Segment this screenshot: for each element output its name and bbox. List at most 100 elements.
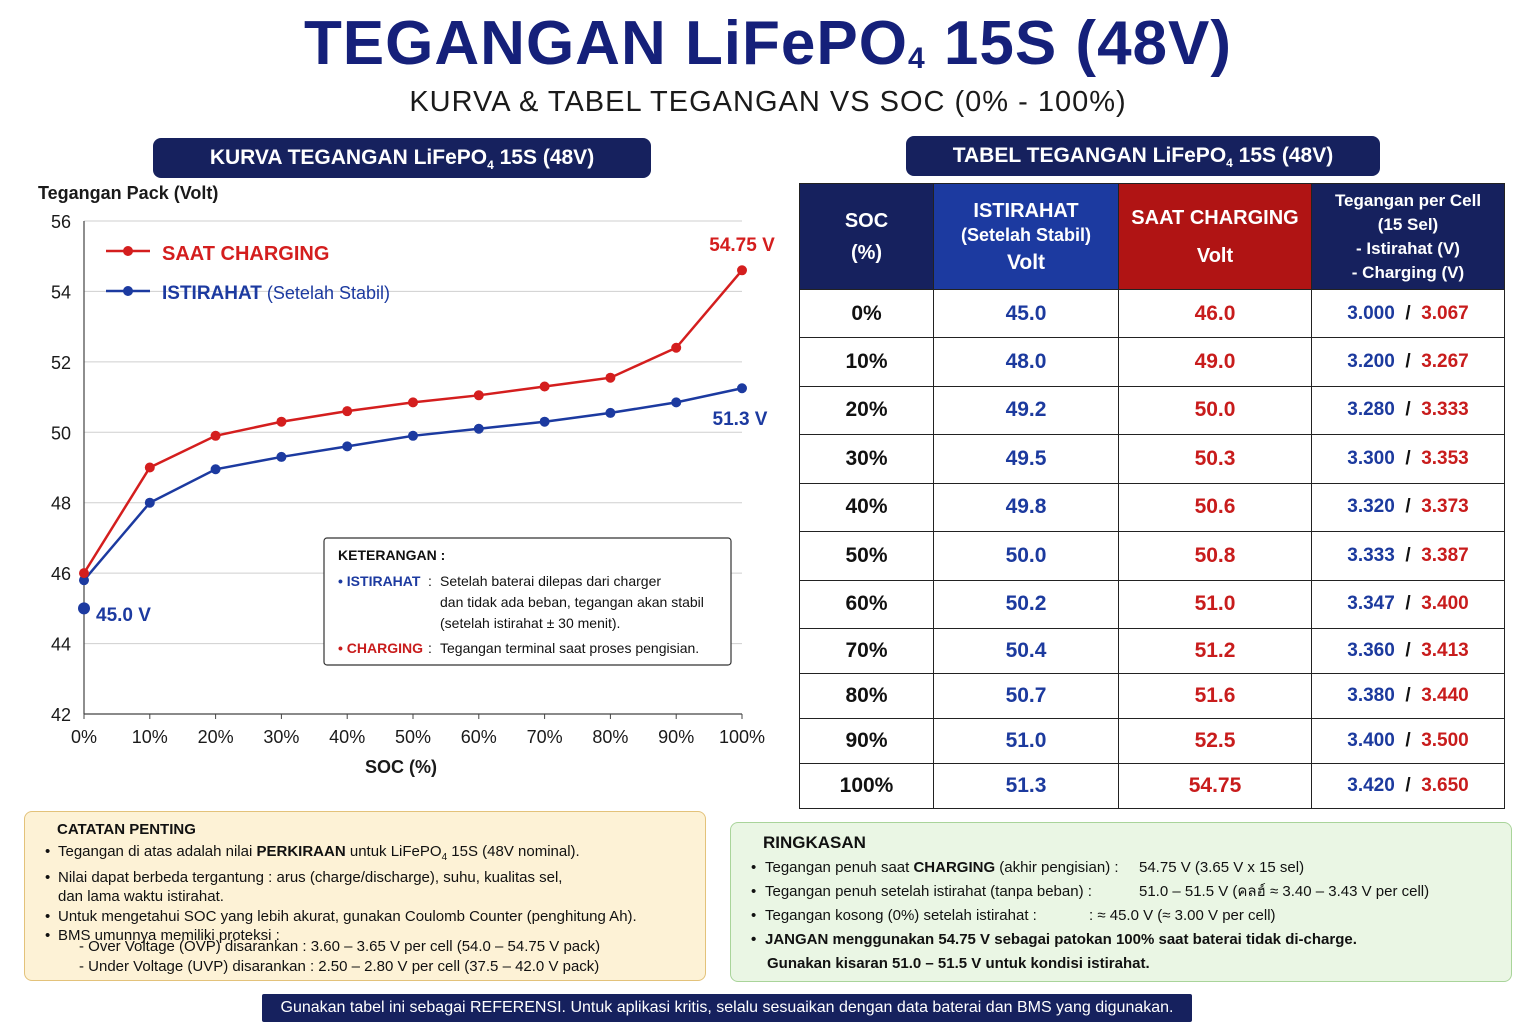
legend-rest-label: ISTIRAHAT (Setelah Stabil)	[162, 283, 390, 304]
data-point	[473, 390, 484, 401]
annotation-end-rest: 51.3 V	[713, 409, 768, 430]
x-axis-label: SOC (%)	[365, 757, 437, 777]
cell-per-cell: 3.333 / 3.387	[1311, 531, 1505, 581]
page-subtitle: KURVA & TABEL TEGANGAN VS SOC (0% - 100%…	[409, 86, 1127, 118]
data-point	[671, 397, 682, 408]
table-row: 0% 45.0 46.0 3.000 / 3.067	[799, 289, 1505, 338]
x-tick-label: 90%	[658, 727, 694, 747]
legend-marker-charging	[123, 246, 133, 256]
keterangan-rest-text-2: dan tidak ada beban, tegangan akan stabi…	[440, 594, 704, 610]
summary-item: Tegangan penuh saat CHARGING (akhir peng…	[751, 856, 1501, 880]
cell-charging: 51.6	[1118, 672, 1312, 719]
cell-rest: 49.5	[933, 434, 1119, 484]
y-tick-label: 44	[51, 635, 71, 655]
table-row: 90% 51.0 52.5 3.400 / 3.500	[799, 717, 1505, 764]
data-point	[144, 497, 155, 508]
keterangan-rest-sep: :	[428, 573, 432, 589]
data-point	[144, 462, 155, 473]
data-point	[737, 265, 747, 276]
cell-per-cell: 3.000 / 3.067	[1311, 289, 1505, 338]
data-point	[408, 430, 418, 441]
cell-soc: 50%	[799, 531, 934, 581]
cell-rest: 49.8	[933, 482, 1119, 532]
x-tick-label: 70%	[527, 727, 563, 747]
cell-per-cell: 3.380 / 3.440	[1311, 672, 1505, 719]
notes-title: CATATAN PENTING	[57, 821, 196, 838]
cell-charging: 50.0	[1118, 385, 1312, 435]
summary-box: RINGKASAN Tegangan penuh saat CHARGING (…	[730, 822, 1512, 982]
cell-per-cell: 3.300 / 3.353	[1311, 434, 1505, 484]
voltage-chart: Tegangan Pack (Volt) 42 44 46 48 50 52 54 56 0%…	[38, 183, 775, 777]
data-point	[605, 407, 616, 418]
cell-charging: 50.8	[1118, 531, 1312, 581]
x-tick-label: 40%	[329, 727, 365, 747]
summary-item: Tegangan penuh setelah istirahat (tanpa …	[751, 880, 1501, 904]
cell-charging: 50.3	[1118, 434, 1312, 484]
y-tick-label: 48	[51, 494, 71, 514]
cell-per-cell: 3.280 / 3.333	[1311, 385, 1505, 435]
summary-item: Tegangan kosong (0%) setelah istirahat :…	[751, 904, 1501, 928]
footer-banner: Gunakan tabel ini sebagai REFERENSI. Unt…	[262, 994, 1192, 1022]
y-tick-label: 52	[51, 353, 71, 373]
keterangan-title: KETERANGAN :	[338, 547, 445, 563]
legend-marker-rest	[123, 286, 133, 296]
y-tick-label: 54	[51, 282, 71, 302]
cell-soc: 90%	[799, 717, 934, 764]
cell-charging: 54.75	[1118, 762, 1312, 809]
chart-panel-label: KURVA TEGANGAN LiFePO4 15S (48V)	[153, 138, 651, 178]
data-point	[342, 441, 353, 452]
note-uvp: - Under Voltage (UVP) disarankan : 2.50 …	[79, 958, 600, 975]
x-tick-label: 80%	[592, 727, 628, 747]
cell-soc: 40%	[799, 482, 934, 532]
cell-per-cell: 3.420 / 3.650	[1311, 762, 1505, 809]
cell-rest: 50.2	[933, 579, 1119, 629]
series-line	[82, 269, 743, 574]
data-point	[210, 464, 221, 475]
cell-soc: 20%	[799, 385, 934, 435]
data-point	[79, 575, 89, 586]
x-tick-label: 100%	[719, 727, 765, 747]
y-axis-label: Tegangan Pack (Volt)	[38, 183, 218, 203]
x-tick-label: 0%	[71, 727, 97, 747]
cell-per-cell: 3.347 / 3.400	[1311, 579, 1505, 629]
y-tick-label: 42	[51, 705, 71, 725]
cell-per-cell: 3.400 / 3.500	[1311, 717, 1505, 764]
header-soc: SOC (%)	[799, 183, 934, 290]
table-row: 70% 50.4 51.2 3.360 / 3.413	[799, 627, 1505, 674]
cell-rest: 45.0	[933, 289, 1119, 338]
data-point	[276, 416, 287, 427]
cell-rest: 50.4	[933, 627, 1119, 674]
x-tick-label: 20%	[198, 727, 234, 747]
data-point	[276, 451, 287, 462]
y-tick-label: 56	[51, 212, 71, 232]
data-point	[671, 342, 682, 353]
annotation-start-rest: 45.0 V	[96, 605, 151, 626]
cell-charging: 52.5	[1118, 717, 1312, 764]
table-row: 30% 49.5 50.3 3.300 / 3.353	[799, 434, 1505, 484]
keterangan-chg-key: • CHARGING	[338, 640, 423, 656]
cell-rest: 50.7	[933, 672, 1119, 719]
start-rest-point	[78, 602, 90, 615]
header-rest: ISTIRAHAT (Setelah Stabil) Volt	[933, 183, 1119, 290]
cell-per-cell: 3.320 / 3.373	[1311, 482, 1505, 532]
cell-charging: 46.0	[1118, 289, 1312, 338]
table-row: 100% 51.3 54.75 3.420 / 3.650	[799, 762, 1505, 809]
annotation-end-charging: 54.75 V	[709, 235, 775, 256]
keterangan-box: KETERANGAN : • ISTIRAHAT : Setelah bater…	[323, 537, 732, 666]
x-tick-label: 30%	[263, 727, 299, 747]
x-tick-label: 50%	[395, 727, 431, 747]
x-tick-label: 60%	[461, 727, 497, 747]
table-row: 20% 49.2 50.0 3.280 / 3.333	[799, 385, 1505, 435]
header-charging: SAAT CHARGING Volt	[1118, 183, 1312, 290]
table-row: 10% 48.0 49.0 3.200 / 3.267	[799, 337, 1505, 387]
table-row: 50% 50.0 50.8 3.333 / 3.387	[799, 531, 1505, 581]
y-tick-label: 50	[51, 423, 71, 443]
cell-soc: 10%	[799, 337, 934, 387]
header-per-cell: Tegangan per Cell (15 Sel) - Istirahat (V)…	[1311, 183, 1505, 290]
summary-title: RINGKASAN	[763, 833, 866, 852]
keterangan-chg-text: Tegangan terminal saat proses pengisian.	[440, 640, 699, 656]
voltage-table: SOC (%) ISTIRAHAT (Setelah Stabil) Volt SAA…	[799, 183, 1505, 809]
cell-soc: 0%	[799, 289, 934, 338]
keterangan-rest-text-3: (setelah istirahat ± 30 menit).	[440, 615, 620, 631]
table-row: 40% 49.8 50.6 3.320 / 3.373	[799, 482, 1505, 532]
